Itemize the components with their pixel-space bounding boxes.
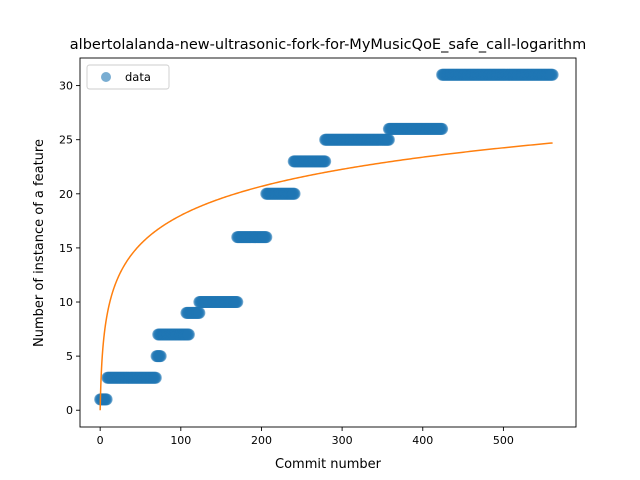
data-point	[182, 328, 195, 341]
plot-marks	[94, 68, 559, 411]
legend-label: data	[125, 70, 151, 84]
x-tick-label: 0	[97, 434, 104, 447]
data-point	[193, 306, 206, 319]
x-axis-ticks: 0 100 200 300 400 500	[97, 427, 514, 447]
axes-frame	[79, 57, 577, 428]
x-tick-label: 300	[332, 434, 353, 447]
data-point	[382, 133, 395, 146]
data-point	[100, 393, 113, 406]
y-tick-label: 30	[59, 80, 73, 93]
y-axis-ticks: 0 5 10 15 20 25 30	[59, 80, 80, 417]
plot-area	[79, 57, 577, 428]
x-tick-label: 100	[170, 434, 191, 447]
x-tick-label: 200	[251, 434, 272, 447]
data-point	[260, 231, 273, 244]
y-tick-label: 0	[66, 404, 73, 417]
x-tick-label: 500	[493, 434, 514, 447]
data-point	[436, 122, 449, 135]
legend: data	[86, 64, 170, 90]
data-point	[546, 68, 559, 81]
data-point	[288, 187, 301, 200]
y-tick-label: 5	[66, 350, 73, 363]
legend-marker	[101, 72, 111, 82]
data-point	[154, 350, 167, 363]
legend-box	[86, 64, 170, 90]
y-tick-label: 20	[59, 188, 73, 201]
data-point	[319, 155, 332, 168]
data-point	[149, 371, 162, 384]
y-tick-label: 10	[59, 296, 73, 309]
x-axis-label: Commit number	[275, 457, 382, 472]
fit-curve-line	[99, 142, 553, 411]
chart-title: albertolalanda-new-ultrasonic-fork-for-M…	[70, 37, 586, 53]
data-point	[231, 296, 244, 309]
y-tick-label: 15	[59, 242, 73, 255]
y-tick-label: 25	[59, 134, 73, 147]
y-axis-label: Number of instance of a feature	[32, 139, 47, 347]
x-tick-label: 400	[412, 434, 433, 447]
